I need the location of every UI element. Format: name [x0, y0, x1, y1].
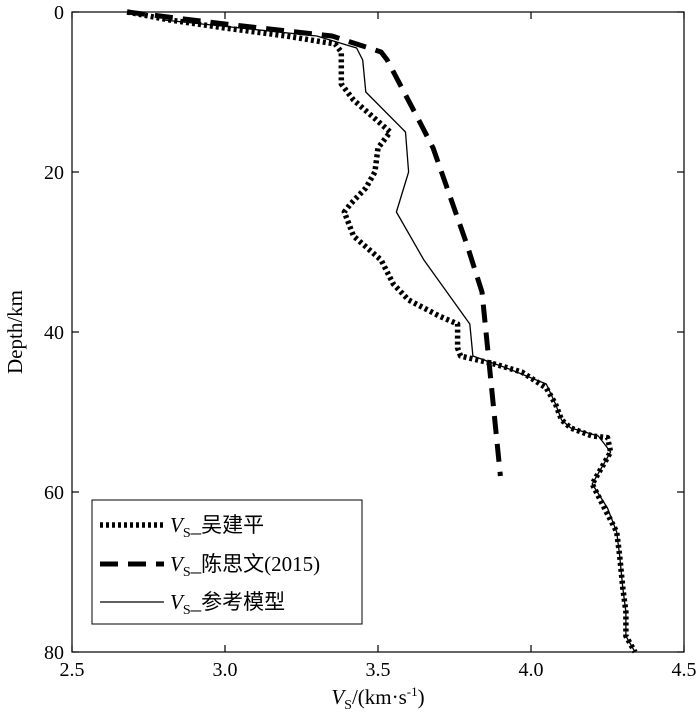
series-layer [126, 9, 638, 654]
x-tick-label: 3.0 [213, 659, 238, 681]
legend-label-solid: VS_参考模型 [170, 590, 285, 618]
x-tick-label: 4.5 [672, 659, 697, 681]
y-tick-label: 80 [44, 642, 64, 664]
y-axis-title: Depth/km [3, 290, 27, 374]
x-axis-title-unit: /(km·s [352, 685, 407, 709]
y-tick-label: 20 [44, 162, 64, 184]
x-axis-title: VS/(km·s-1) [331, 684, 424, 713]
axis-ticks: 2.5 3.0 3.5 4.0 4.5 0 20 40 60 80 [44, 2, 697, 681]
series-line-solid [163, 19, 636, 653]
x-axis-title-sup: -1 [407, 684, 418, 699]
x-axis-title-close: ) [418, 685, 425, 709]
legend-label-dotted: VS_吴建平 [170, 513, 264, 541]
series-line-dotted [126, 9, 638, 654]
legend-label-dashed: VS_陈思文(2015) [170, 552, 320, 580]
x-axis-title-symbol: V [331, 685, 346, 709]
x-axis-title-sub: S [344, 698, 352, 713]
x-tick-label: 3.5 [366, 659, 391, 681]
series-line-dashed [126, 9, 503, 477]
x-tick-label: 4.0 [519, 659, 544, 681]
y-tick-label: 40 [44, 322, 64, 344]
legend: VS_吴建平 VS_陈思文(2015) VS_参考模型 [91, 499, 363, 625]
x-tick-label: 2.5 [60, 659, 85, 681]
y-tick-label: 60 [44, 482, 64, 504]
y-tick-label: 0 [54, 2, 64, 24]
